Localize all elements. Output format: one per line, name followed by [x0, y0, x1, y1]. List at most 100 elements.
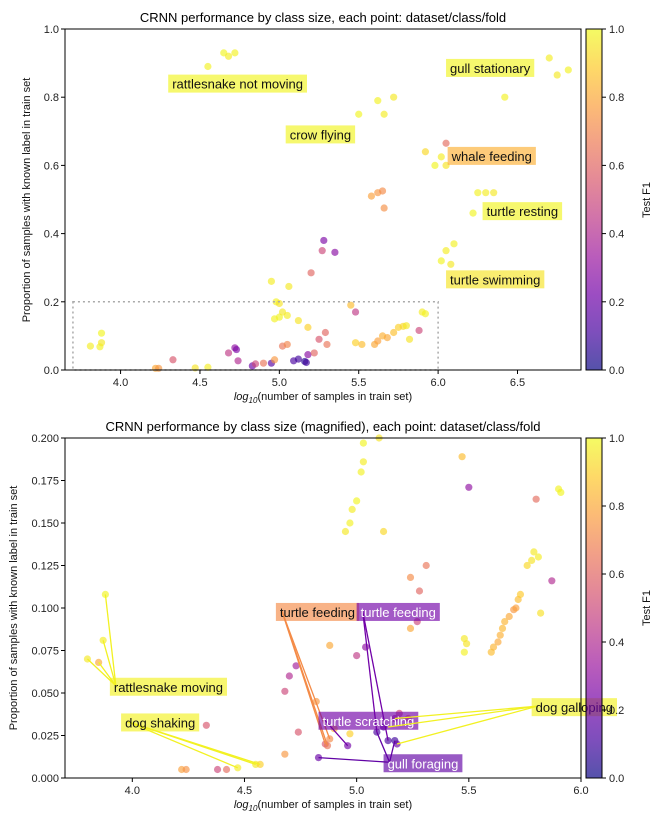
top-data-point [97, 339, 106, 347]
bottom-y-tick-label: 0.200 [31, 433, 59, 445]
annotation-box [285, 125, 356, 144]
bottom-y-tick-label: 0.075 [31, 646, 59, 658]
top-data-point [447, 260, 455, 268]
bottom-data-point [294, 728, 302, 736]
bottom-colorbar-label: Test F1 [641, 590, 653, 626]
top-data-point [285, 282, 293, 291]
top-y-ticks: 0.0 0.2 0.4 0.6 0.8 1.0 [44, 24, 65, 377]
annotation-box [318, 711, 419, 730]
bottom-data-point [422, 561, 430, 570]
bottom-data-point [406, 624, 415, 633]
top-data-point [304, 323, 312, 331]
bottom-data-point [346, 730, 354, 738]
annotation-leader-line [104, 594, 117, 686]
annotation-box [383, 754, 463, 773]
top-y-tick-label: 0.8 [44, 92, 59, 104]
top-x-axis-label: log10(number of samples in train set) [234, 391, 412, 405]
top-y-tick-label: 0.4 [44, 229, 59, 241]
bottom-y-tick-label: 0.125 [31, 561, 59, 573]
bottom-data-point [353, 652, 361, 660]
bottom-data-point [202, 721, 210, 729]
top-data-point [294, 355, 302, 363]
top-colorbar-tick-label: 0.6 [609, 160, 624, 172]
top-x-tick-label: 4.0 [113, 377, 128, 389]
annotation-label: dog shaking [125, 715, 195, 730]
bottom-data-point [465, 483, 473, 491]
top-data-point [358, 340, 366, 349]
top-y-tick-label: 1.0 [44, 24, 59, 36]
top-data-point [224, 52, 233, 60]
top-data-point [469, 209, 477, 217]
top-colorbar-tick-label: 0.0 [609, 365, 624, 377]
bottom-data-point [537, 609, 545, 617]
annotation-box [482, 202, 563, 221]
top-data-point [437, 153, 445, 161]
top-colorbar-ticks: 0.0 0.2 0.4 0.6 0.8 1.0 [602, 24, 624, 377]
annotation-box [446, 270, 545, 289]
top-data-point [270, 356, 279, 364]
bottom-data-point [234, 764, 242, 772]
bottom-data-point [285, 672, 293, 680]
bottom-data-point [341, 527, 350, 536]
bottom-data-point [362, 643, 370, 651]
bottom-data-point [501, 618, 509, 626]
top-data-point [283, 340, 291, 349]
top-data-point [474, 189, 482, 197]
bottom-data-point [534, 553, 542, 561]
top-data-point [421, 148, 430, 156]
top-data-point [278, 308, 287, 316]
bottom-colorbar: 0.0 0.2 0.4 0.6 0.8 1.0 Test F1 [585, 433, 653, 785]
top-data-point [355, 110, 363, 118]
top-data-point [97, 329, 106, 337]
top-data-point [378, 187, 387, 195]
annotation-label: turtle feeding [280, 605, 355, 620]
bottom-scatter-plot: CRNN performance by class size (magnifie… [8, 419, 618, 813]
top-data-point [347, 301, 355, 309]
top-data-point [442, 139, 450, 147]
annotation-box [446, 58, 535, 77]
annotation-box [121, 713, 200, 732]
top-y-tick-label: 0.0 [44, 365, 59, 377]
top-colorbar-tick-label: 0.8 [609, 92, 624, 104]
annotation-label: turtle feeding [361, 605, 436, 620]
bottom-data-point [498, 624, 507, 633]
bottom-data-point [281, 750, 289, 758]
annotation-label: rattlesnake moving [114, 680, 223, 695]
bottom-data-point [505, 612, 513, 621]
bottom-x-ticks: 4.0 4.5 5.0 5.5 6.0 [125, 778, 589, 797]
top-plot-title: CRNN performance by class size, each poi… [140, 10, 506, 25]
bottom-annotations: rattlesnake moving dog shaking turtle feed… [86, 594, 618, 773]
bottom-data-point [462, 640, 471, 648]
top-x-tick-label: 6.0 [430, 377, 445, 389]
bottom-data-point [548, 577, 556, 585]
top-data-point [405, 335, 414, 343]
top-data-point [251, 360, 260, 368]
top-data-point [323, 340, 331, 349]
annotation-leader-line [387, 705, 538, 728]
bottom-data-point [532, 495, 540, 503]
bottom-x-tick-label: 4.5 [237, 785, 252, 797]
top-y-axis-label: Proportion of samples with known label i… [21, 78, 33, 323]
bottom-x-tick-label: 6.0 [573, 785, 588, 797]
top-plot-frame [64, 28, 582, 371]
bottom-data-point [512, 604, 520, 612]
top-x-ticks: 4.0 4.5 5.0 5.5 6.0 6.5 [113, 370, 525, 389]
bottom-colorbar-tick-label: 0.6 [609, 569, 624, 581]
bottom-data-point [379, 527, 388, 536]
bottom-data-point [460, 648, 468, 656]
bottom-colorbar-tick-label: 1.0 [609, 433, 624, 445]
top-colorbar-tick-label: 1.0 [609, 24, 624, 36]
top-data-point [204, 62, 212, 71]
top-y-tick-label: 0.6 [44, 160, 59, 172]
top-scatter-plot: CRNN performance by class size, each poi… [21, 10, 582, 405]
top-data-point [374, 97, 382, 105]
bottom-y-tick-label: 0.100 [31, 603, 59, 615]
annotation-leader-line [394, 705, 538, 720]
annotation-leader-line [396, 705, 538, 745]
bottom-data-point [326, 641, 334, 650]
top-data-point [275, 299, 283, 308]
top-data-point [302, 358, 310, 367]
top-data-point [442, 247, 450, 255]
bottom-data-point [496, 631, 504, 639]
annotation-leader-line [318, 756, 390, 763]
